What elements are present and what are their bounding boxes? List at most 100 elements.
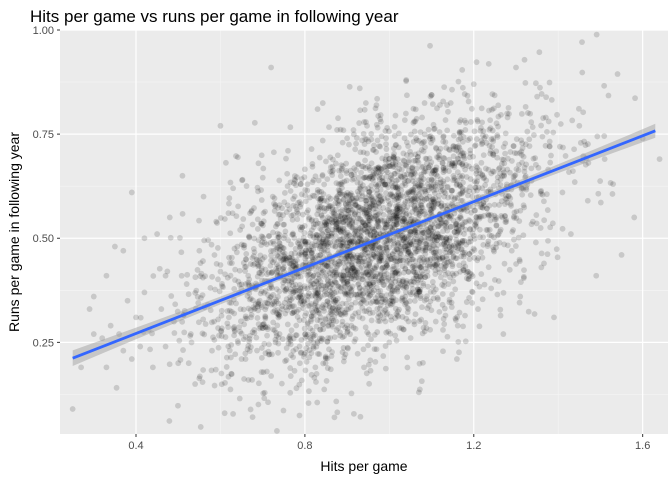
data-point [392, 332, 399, 339]
data-point [317, 196, 323, 203]
data-point [577, 139, 584, 146]
data-point [450, 254, 457, 261]
data-point [284, 183, 291, 190]
data-point [418, 195, 425, 202]
data-point [454, 195, 461, 201]
data-point [268, 64, 275, 71]
data-point [342, 201, 349, 208]
data-point [128, 356, 135, 362]
data-point [493, 120, 500, 127]
data-point [397, 254, 403, 261]
data-point [313, 217, 319, 224]
data-point [337, 284, 344, 291]
data-point [524, 128, 531, 135]
data-point [374, 221, 381, 227]
data-point [391, 150, 397, 157]
data-point [367, 282, 373, 289]
data-point [393, 214, 400, 221]
data-point [356, 190, 362, 197]
data-point [538, 264, 545, 271]
data-point [486, 126, 493, 133]
data-point [487, 117, 494, 124]
data-point [490, 138, 497, 145]
data-point [457, 147, 464, 154]
data-point [532, 80, 539, 87]
data-point [411, 297, 418, 304]
data-point [516, 258, 523, 265]
data-point [479, 254, 486, 261]
data-point [519, 140, 526, 147]
data-point [390, 242, 397, 249]
data-point [302, 331, 309, 337]
data-point [200, 274, 206, 281]
data-point [387, 290, 394, 297]
data-point [274, 428, 280, 434]
data-point [444, 183, 451, 190]
data-point [218, 325, 225, 332]
data-point [363, 269, 370, 275]
data-point [348, 267, 354, 274]
data-point [481, 212, 487, 219]
data-point [262, 288, 269, 294]
data-point [391, 257, 397, 264]
data-point [405, 159, 412, 166]
data-point [239, 223, 246, 230]
data-point [467, 226, 474, 232]
data-point [273, 330, 280, 336]
data-point [320, 326, 327, 333]
data-point [356, 275, 362, 282]
data-point [420, 359, 426, 366]
data-point [323, 235, 330, 242]
data-point [325, 233, 332, 240]
data-point [404, 309, 411, 316]
data-point [237, 328, 244, 335]
data-point [330, 317, 337, 324]
data-point [353, 271, 360, 278]
data-point [443, 262, 449, 269]
data-point [409, 196, 416, 203]
data-point [346, 197, 353, 203]
data-point [318, 195, 324, 202]
data-point [391, 240, 398, 247]
data-point [456, 309, 463, 316]
data-point [458, 197, 465, 204]
data-point [431, 126, 437, 132]
data-point [413, 165, 420, 172]
data-point [315, 177, 322, 184]
data-point [292, 258, 299, 265]
data-point [373, 121, 380, 128]
data-point [320, 360, 327, 367]
data-point [480, 152, 487, 159]
data-point [365, 271, 372, 278]
data-point [408, 215, 415, 222]
data-point [329, 349, 335, 355]
data-point [350, 324, 357, 331]
data-point [378, 133, 385, 140]
data-point [407, 239, 414, 246]
data-point [408, 201, 415, 208]
data-point [497, 182, 504, 188]
data-point [316, 234, 323, 241]
data-point [251, 235, 258, 242]
data-point [429, 278, 436, 285]
data-point [491, 168, 497, 175]
data-point [601, 156, 608, 163]
data-point [283, 285, 290, 292]
data-point [334, 283, 341, 289]
data-point [452, 317, 459, 323]
data-point [366, 225, 372, 232]
data-point [275, 349, 281, 356]
data-point [245, 305, 252, 312]
data-point [369, 245, 375, 251]
data-point [320, 282, 327, 289]
data-point [515, 234, 522, 241]
data-point [360, 273, 367, 280]
data-point [416, 360, 423, 367]
data-point [279, 266, 286, 272]
data-point [351, 175, 357, 182]
data-point [236, 395, 243, 402]
data-point [376, 224, 382, 231]
data-point [385, 217, 392, 224]
data-point [211, 252, 218, 258]
data-point [463, 275, 470, 282]
